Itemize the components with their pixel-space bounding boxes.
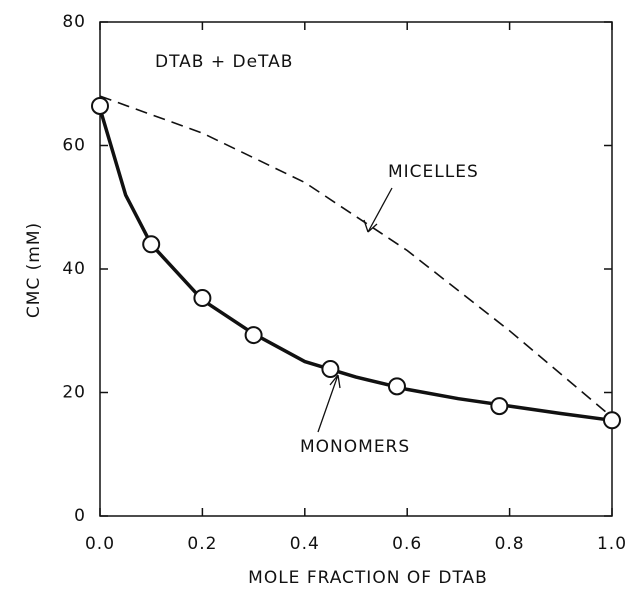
x-tick-label: 0.4 — [290, 534, 320, 554]
annotation: MONOMERS — [300, 437, 410, 457]
y-tick-label: 80 — [62, 12, 86, 32]
data-point — [244, 326, 263, 345]
y-tick-label: 0 — [74, 506, 86, 526]
x-tick-label: 1.0 — [597, 534, 627, 554]
y-tick-label: 20 — [62, 383, 86, 403]
arrow — [363, 187, 393, 233]
line — [99, 95, 613, 418]
x-axis-label: MOLE FRACTION OF DTAB — [248, 568, 488, 588]
data-point — [490, 397, 509, 416]
y-tick-label: 40 — [62, 259, 86, 279]
data-point — [387, 377, 406, 396]
y-axis-label: CMC (mM) — [24, 222, 44, 318]
data-point — [193, 289, 212, 308]
y-tick-label: 60 — [62, 136, 86, 156]
x-tick-label: 0.2 — [187, 534, 217, 554]
data-point — [321, 360, 340, 379]
annotation: DTAB + DeTAB — [155, 52, 293, 72]
data-point — [142, 235, 161, 254]
annotation: MICELLES — [388, 162, 479, 182]
arrow — [317, 374, 341, 433]
x-tick-label: 0.0 — [85, 534, 115, 554]
x-tick-label: 0.6 — [392, 534, 422, 554]
line — [98, 108, 613, 423]
data-point — [91, 96, 109, 115]
x-tick-label: 0.8 — [495, 534, 525, 554]
data-point — [603, 411, 621, 430]
